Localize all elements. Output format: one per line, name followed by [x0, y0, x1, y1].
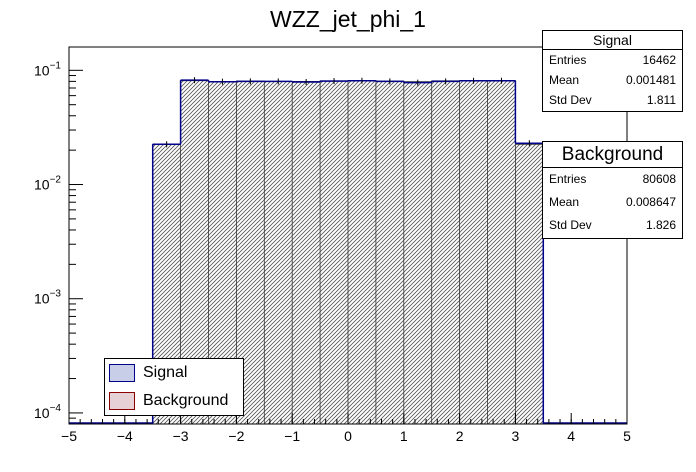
x-tick-label: −2 [228, 428, 244, 444]
x-tick-label: 0 [344, 428, 352, 444]
stats-value: 16462 [642, 53, 676, 67]
bar-background-11 [375, 81, 404, 425]
stats-row-mean: Mean 0.008647 [543, 191, 682, 214]
stats-value: 1.826 [645, 218, 676, 232]
stats-label: Entries [549, 53, 587, 67]
stats-label: Std Dev [549, 218, 592, 232]
x-tick-label: −1 [284, 428, 300, 444]
bar-background-14 [459, 80, 488, 425]
bar-background-7 [264, 81, 293, 424]
stats-row-mean: Mean 0.001481 [543, 70, 682, 90]
stats-label: Mean [549, 73, 580, 87]
stats-box-background: Background Entries 80608 Mean 0.008647 S… [542, 141, 683, 239]
legend-swatch-signal [109, 364, 135, 382]
stats-row-stddev: Std Dev 1.826 [543, 214, 682, 237]
x-tick-label: 3 [512, 428, 520, 444]
y-tick-label: 10−2 [34, 175, 61, 193]
bar-background-8 [292, 81, 321, 424]
stats-row-entries: Entries 80608 [543, 168, 682, 191]
stats-value: 80608 [642, 172, 676, 186]
stats-value: 0.008647 [625, 195, 676, 209]
y-tick-label: 10−3 [34, 289, 61, 307]
x-tick-label: −4 [117, 428, 133, 444]
bar-background-9 [320, 80, 348, 424]
legend: Signal Background [104, 358, 244, 416]
x-tick-label: 2 [456, 428, 464, 444]
stats-box-signal: Signal Entries 16462 Mean 0.001481 Std D… [542, 30, 683, 112]
x-tick-label: 5 [623, 428, 631, 444]
y-tick-label: 10−4 [34, 403, 61, 421]
x-tick-label: −5 [61, 428, 77, 444]
stats-value: 1.811 [646, 93, 676, 107]
bar-background-16 [515, 144, 544, 424]
stats-label: Std Dev [549, 93, 592, 107]
stats-label: Mean [549, 195, 580, 209]
stats-title: Signal [543, 31, 682, 50]
bar-background-15 [487, 80, 516, 425]
x-tick-label: 4 [567, 428, 575, 444]
chart-title: WZZ_jet_phi_1 [270, 6, 426, 32]
legend-label: Background [143, 392, 229, 409]
bar-background-10 [348, 80, 376, 425]
x-tick-label: −3 [173, 428, 189, 444]
x-tick-label: 1 [400, 428, 408, 444]
stats-title: Background [543, 142, 682, 168]
legend-entry-background: Background [105, 387, 243, 415]
stats-row-entries: Entries 16462 [543, 50, 682, 70]
stats-label: Entries [549, 172, 587, 186]
bar-background-13 [431, 80, 460, 424]
y-tick-label: 10−1 [34, 60, 61, 78]
legend-swatch-background [109, 392, 135, 410]
stats-row-stddev: Std Dev 1.811 [543, 90, 682, 110]
legend-label: Signal [143, 364, 188, 381]
bar-background-12 [403, 81, 432, 424]
legend-entry-signal: Signal [105, 359, 243, 387]
stats-value: 0.001481 [625, 73, 676, 87]
